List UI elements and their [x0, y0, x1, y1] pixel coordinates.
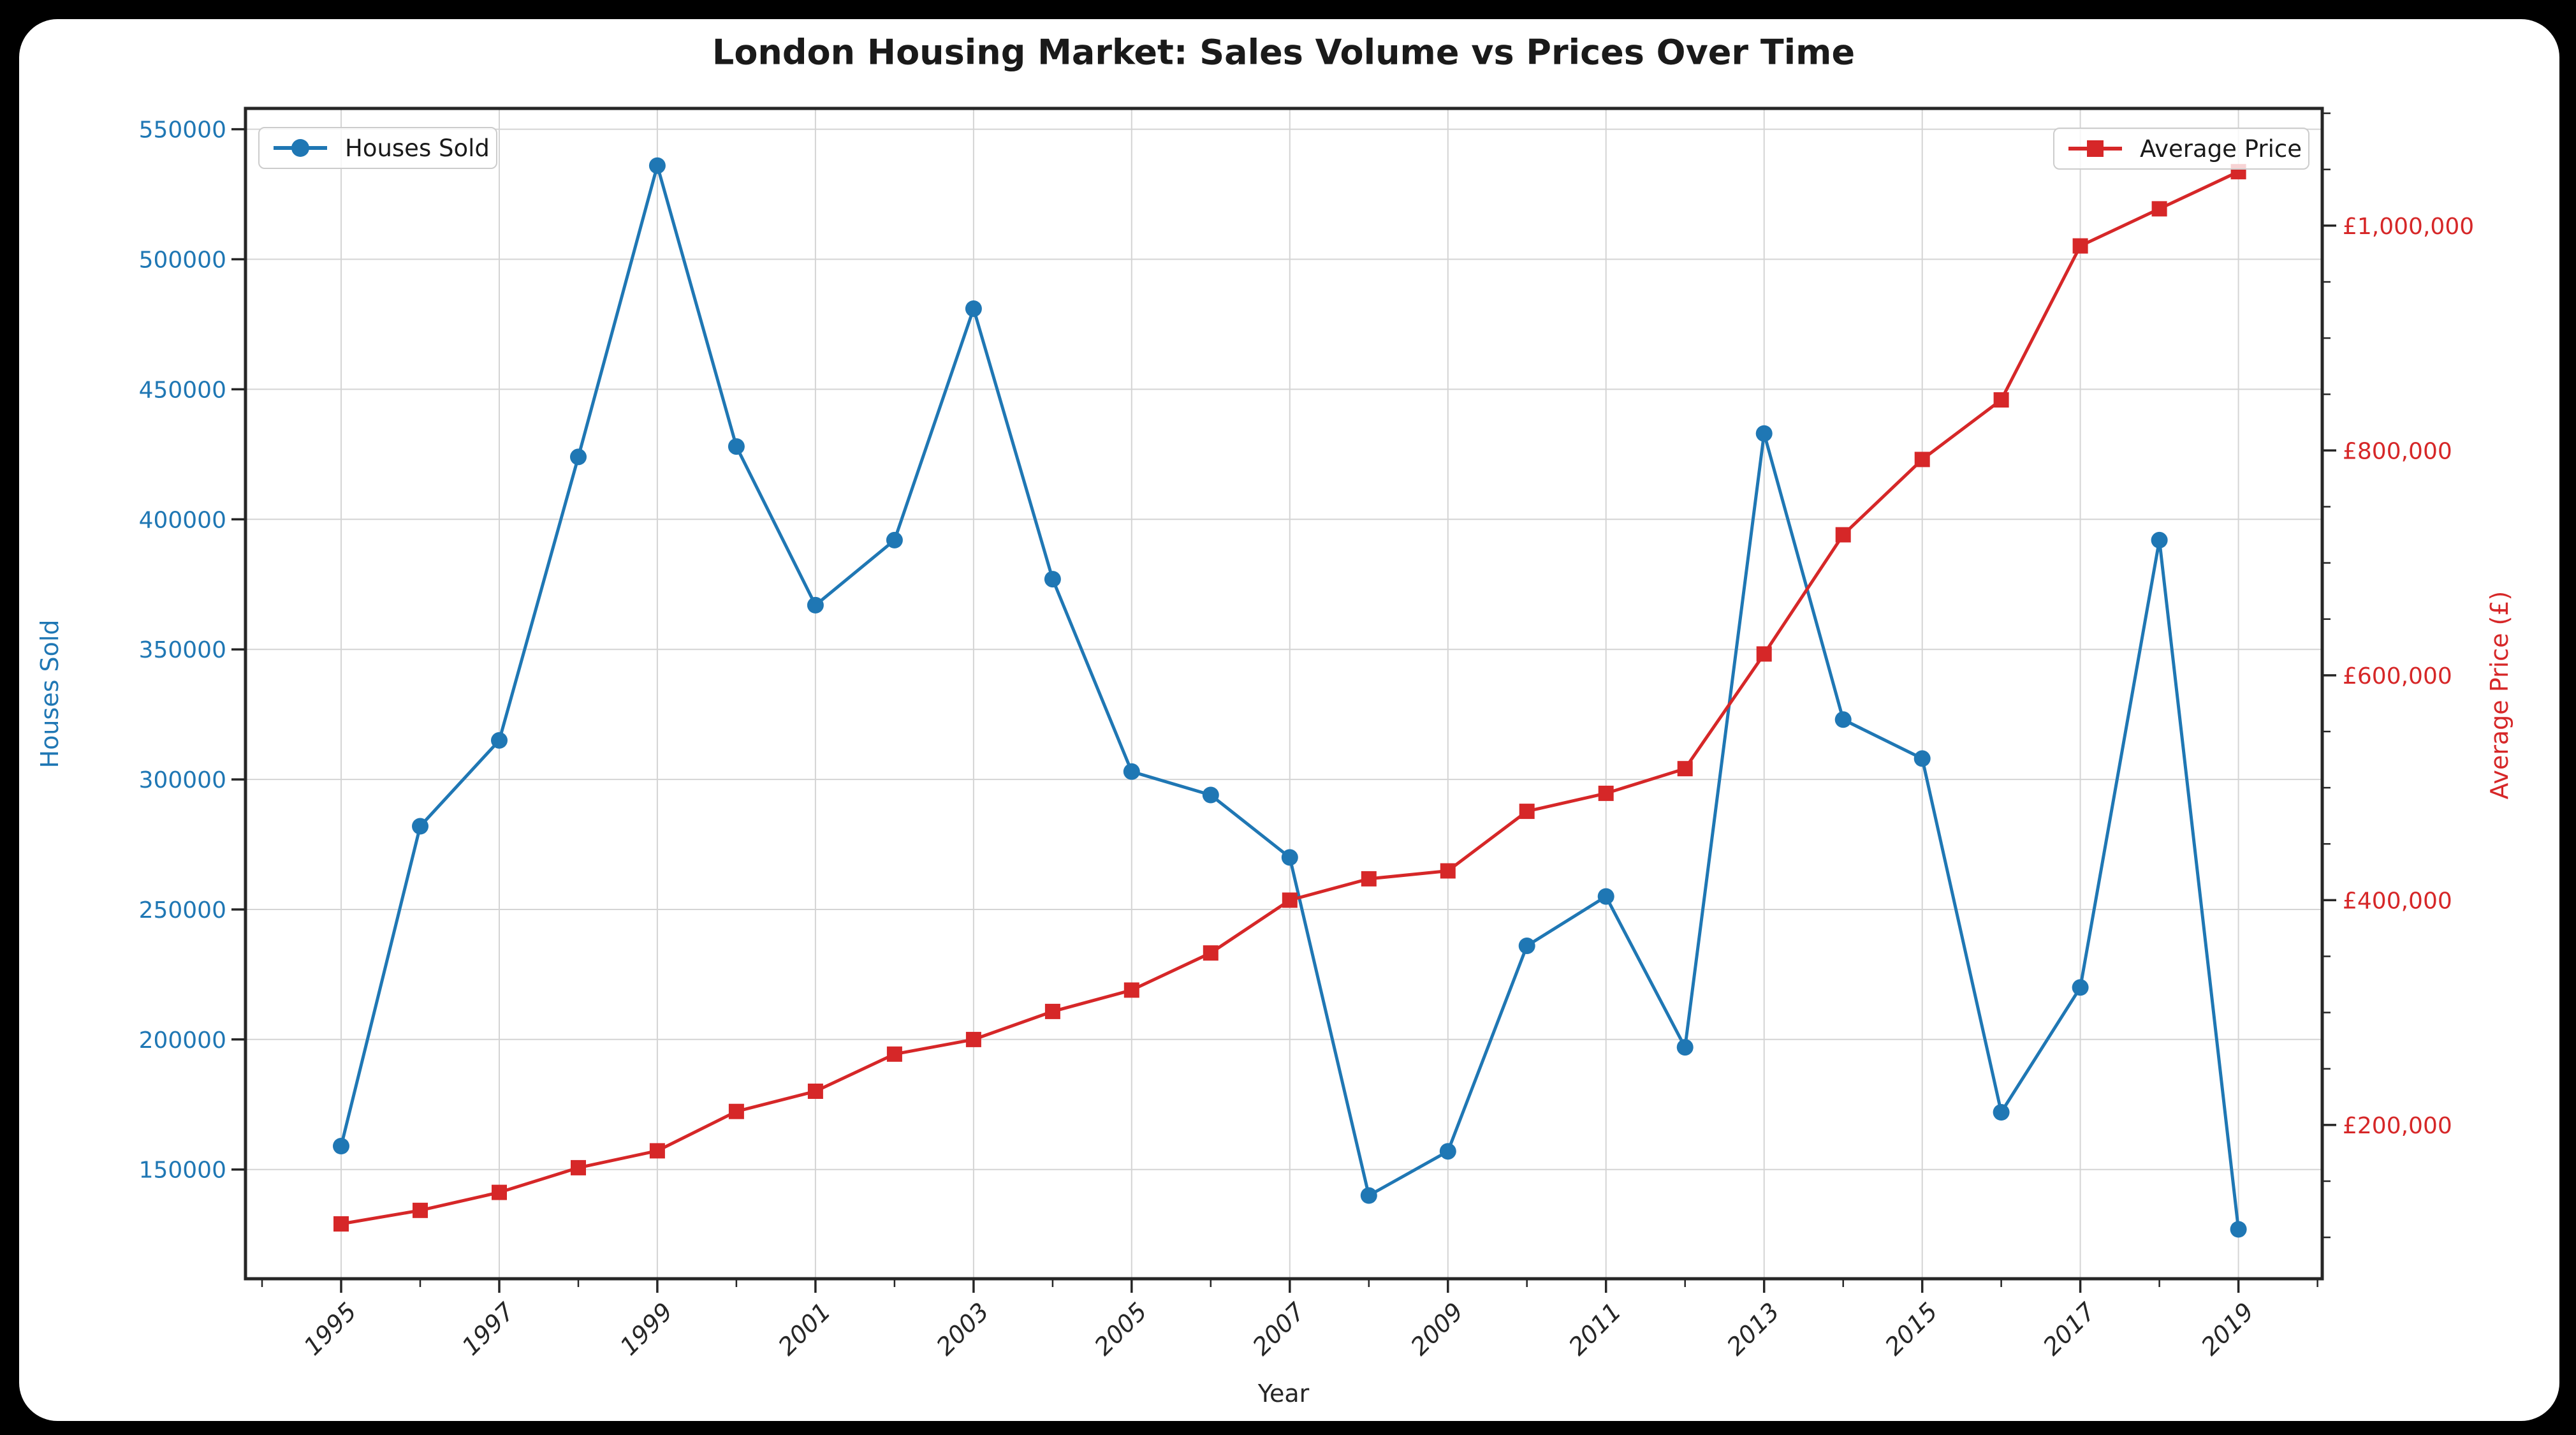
- svg-text:450000: 450000: [139, 377, 226, 403]
- x-axis-label: Year: [1257, 1380, 1310, 1408]
- legend-houses-sold-sample-icon: [271, 135, 330, 161]
- svg-text:2015: 2015: [1880, 1297, 1943, 1361]
- svg-text:150000: 150000: [139, 1158, 226, 1184]
- svg-text:2011: 2011: [1563, 1297, 1627, 1361]
- houses-sold-markers: [333, 157, 2247, 1238]
- legend-houses-sold: Houses Sold: [258, 127, 497, 169]
- svg-text:2013: 2013: [1722, 1297, 1785, 1361]
- legend-average-price: Average Price: [2053, 128, 2309, 170]
- svg-text:400000: 400000: [139, 507, 226, 533]
- svg-text:1997: 1997: [457, 1297, 520, 1361]
- svg-text:250000: 250000: [139, 897, 226, 924]
- y-left-tick-labels: 150000 200000 250000 300000 350000 400000 4500…: [139, 117, 226, 1184]
- svg-text:1995: 1995: [298, 1297, 362, 1361]
- chart-title: London Housing Market: Sales Volume vs P…: [712, 32, 1855, 73]
- svg-text:200000: 200000: [139, 1027, 226, 1054]
- svg-text:£200,000: £200,000: [2343, 1113, 2452, 1139]
- tick-marks: [231, 112, 2336, 1293]
- svg-text:2007: 2007: [1247, 1297, 1311, 1361]
- svg-text:2003: 2003: [931, 1297, 995, 1361]
- y-axis-label-left: Houses Sold: [36, 619, 64, 769]
- legend-average-price-sample-icon: [2066, 136, 2125, 161]
- svg-text:2017: 2017: [2038, 1297, 2102, 1361]
- svg-text:2005: 2005: [1089, 1297, 1153, 1361]
- svg-text:500000: 500000: [139, 247, 226, 274]
- svg-text:£600,000: £600,000: [2343, 663, 2452, 689]
- axes-spines: [244, 107, 2324, 1281]
- x-tick-labels: 1995 1997 1999 2001 2003 2005 2007 2009 2011 2013…: [298, 1297, 2259, 1361]
- y-axis-label-right: Average Price (£): [2485, 591, 2514, 800]
- legend-houses-sold-label: Houses Sold: [345, 134, 490, 162]
- svg-text:350000: 350000: [139, 637, 226, 663]
- svg-text:2001: 2001: [773, 1297, 837, 1361]
- y-right-tick-labels: £200,000 £400,000 £600,000 £800,000 £1,000,0…: [2343, 214, 2474, 1139]
- svg-text:550000: 550000: [139, 117, 226, 144]
- svg-text:£400,000: £400,000: [2343, 888, 2452, 914]
- svg-text:1999: 1999: [615, 1297, 678, 1361]
- legend-average-price-label: Average Price: [2140, 135, 2302, 163]
- grid: [245, 108, 2322, 1279]
- svg-text:300000: 300000: [139, 767, 226, 793]
- svg-text:£800,000: £800,000: [2343, 438, 2452, 464]
- svg-text:2009: 2009: [1405, 1297, 1469, 1361]
- svg-text:£1,000,000: £1,000,000: [2343, 214, 2474, 240]
- svg-text:2019: 2019: [2196, 1297, 2260, 1361]
